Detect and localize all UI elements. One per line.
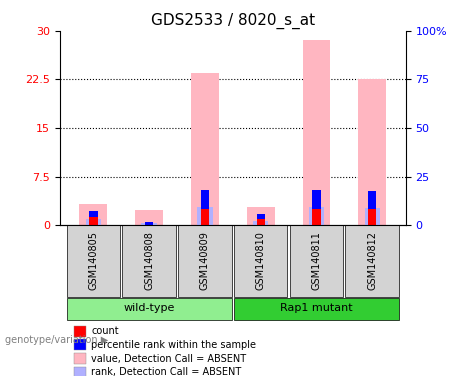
Text: GSM140809: GSM140809 [200, 232, 210, 290]
Bar [256, 214, 265, 219]
Text: count: count [91, 326, 118, 336]
Text: wild-type: wild-type [124, 303, 175, 313]
Bar [201, 209, 209, 225]
Bar [86, 219, 101, 225]
Bar [89, 217, 98, 225]
Text: GSM140810: GSM140810 [256, 232, 266, 290]
Bar [142, 223, 157, 225]
Bar [368, 209, 376, 225]
Bar [89, 211, 98, 217]
Bar [358, 79, 386, 225]
Bar [312, 190, 321, 209]
Text: value, Detection Call = ABSENT: value, Detection Call = ABSENT [91, 354, 246, 364]
Bar [191, 73, 219, 225]
Bar [368, 191, 376, 209]
Bar [256, 219, 265, 225]
Bar [302, 40, 331, 225]
Bar [234, 298, 399, 320]
Bar [234, 225, 288, 296]
Text: genotype/variation ▶: genotype/variation ▶ [5, 335, 108, 345]
Text: Rap1 mutant: Rap1 mutant [280, 303, 353, 313]
Bar [67, 298, 232, 320]
Text: GSM140808: GSM140808 [144, 232, 154, 290]
Title: GDS2533 / 8020_s_at: GDS2533 / 8020_s_at [151, 13, 315, 29]
Text: GSM140811: GSM140811 [312, 232, 321, 290]
Bar [312, 209, 321, 225]
Bar [79, 205, 107, 225]
Bar [74, 367, 86, 378]
Bar [247, 207, 275, 225]
Bar [67, 225, 120, 296]
Bar [290, 225, 343, 296]
Bar [74, 353, 86, 364]
Text: percentile rank within the sample: percentile rank within the sample [91, 340, 256, 350]
Text: GSM140805: GSM140805 [89, 232, 98, 290]
Text: GSM140812: GSM140812 [367, 232, 377, 290]
Bar [309, 207, 324, 225]
Bar [345, 225, 399, 296]
Bar [201, 190, 209, 209]
Bar [253, 221, 268, 225]
Bar [197, 207, 213, 225]
Bar [74, 326, 86, 337]
Bar [122, 225, 176, 296]
Bar [135, 210, 163, 225]
Bar [365, 209, 380, 225]
Text: rank, Detection Call = ABSENT: rank, Detection Call = ABSENT [91, 367, 241, 377]
Bar [74, 339, 86, 351]
Bar [145, 222, 154, 225]
Bar [178, 225, 232, 296]
